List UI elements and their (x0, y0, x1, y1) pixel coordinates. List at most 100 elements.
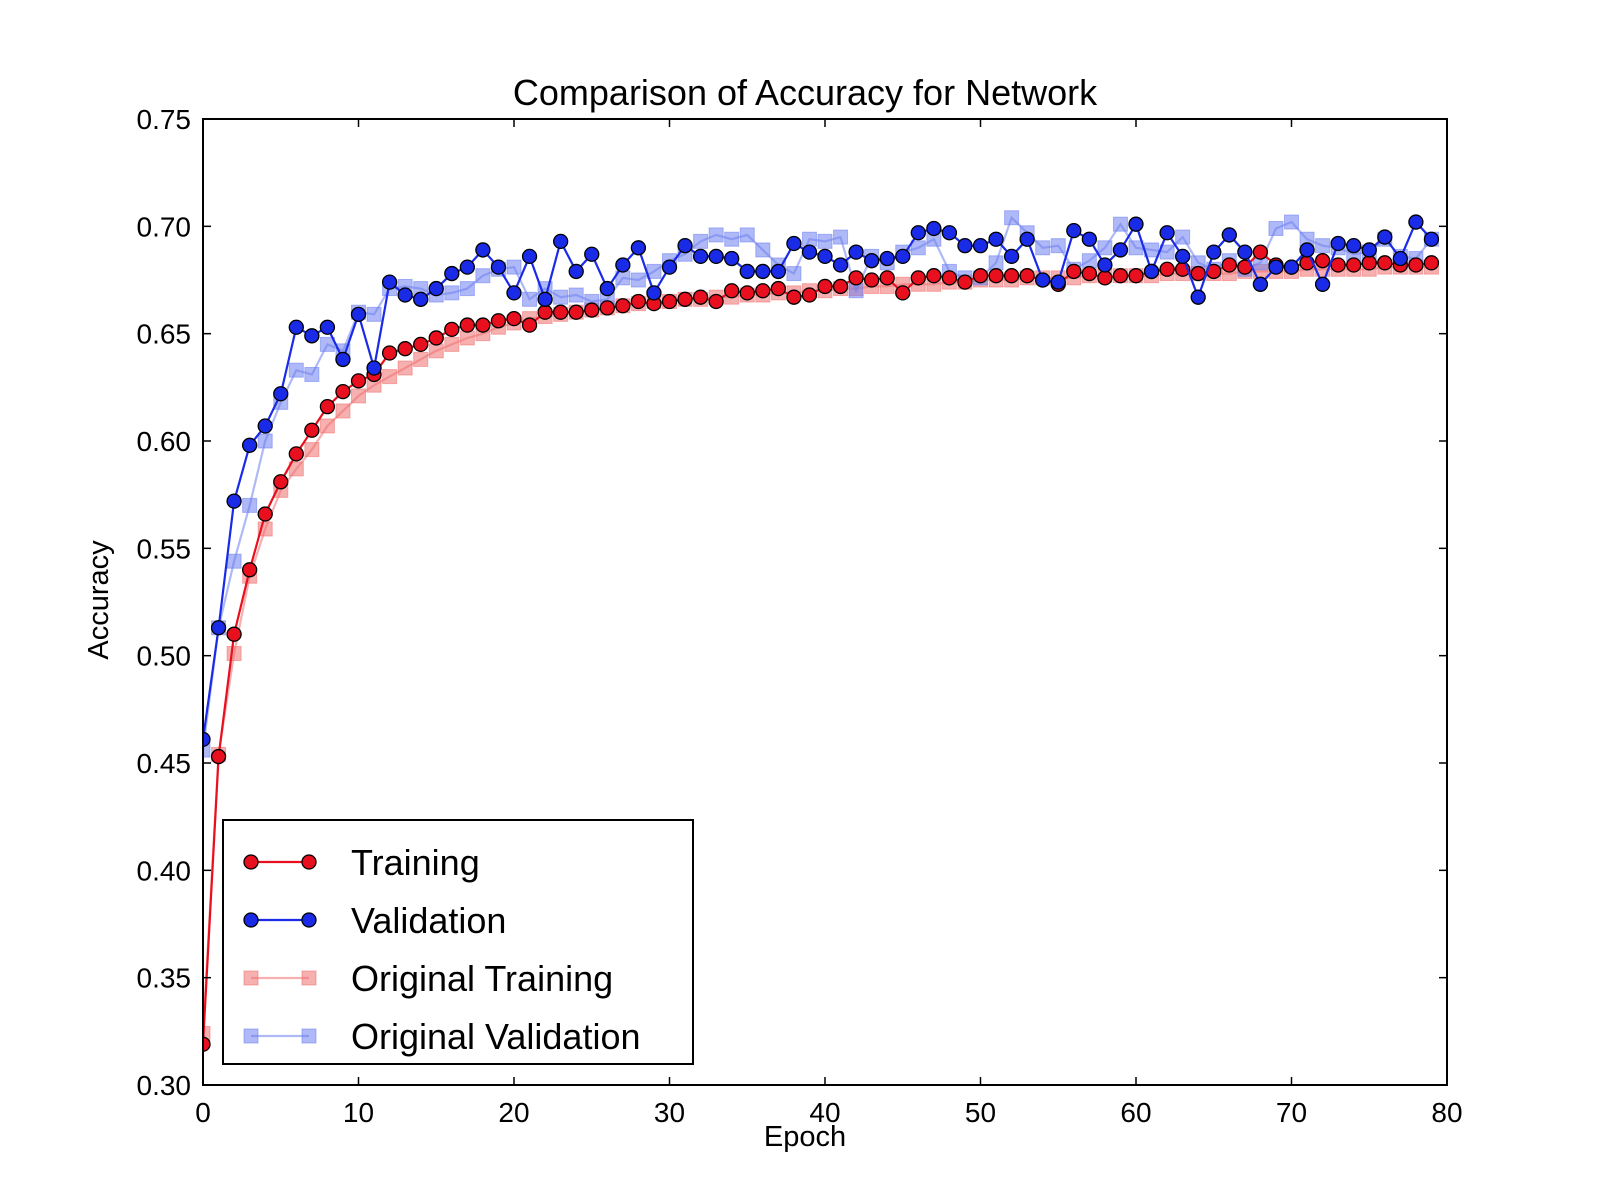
data-point-training-4 (257, 506, 273, 522)
chart-title: Comparison of Accuracy for Network (513, 72, 1098, 113)
data-point-validation-14 (413, 291, 429, 307)
data-point-validation-29 (646, 285, 662, 301)
data-point-validation-65 (1206, 244, 1222, 260)
data-point-validation-7 (304, 328, 320, 344)
data-point-original-validation-34 (724, 231, 740, 247)
data-point-training-57 (1081, 265, 1097, 282)
data-point-training-62 (1159, 261, 1175, 277)
data-point-training-34 (724, 283, 740, 299)
data-point-original-validation-55 (1050, 238, 1066, 254)
data-point-training-21 (521, 317, 538, 333)
data-point-validation-17 (459, 259, 476, 275)
data-point-original-training-13 (397, 360, 413, 376)
data-point-training-41 (832, 278, 849, 295)
data-point-validation-15 (428, 280, 444, 297)
data-point-training-1 (210, 748, 227, 765)
data-point-validation-2 (226, 493, 242, 509)
data-point-validation-35 (739, 263, 755, 280)
data-point-training-28 (630, 293, 647, 310)
data-point-original-validation-8 (319, 336, 335, 352)
data-point-original-validation-2 (226, 553, 242, 569)
data-point-validation-16 (444, 265, 460, 282)
data-point-original-validation-69 (1268, 220, 1284, 236)
data-point-validation-63 (1175, 248, 1191, 265)
series-validation (203, 214, 1440, 748)
data-point-training-56 (1066, 263, 1082, 280)
x-tick-label: 40 (809, 1097, 840, 1128)
data-point-validation-55 (1050, 274, 1066, 290)
data-point-training-8 (319, 399, 336, 415)
data-point-original-validation-3 (242, 497, 258, 513)
data-point-validation-58 (1097, 257, 1113, 273)
data-point-validation-61 (1143, 263, 1160, 280)
data-point-training-13 (397, 341, 413, 357)
data-point-validation-76 (1377, 229, 1393, 245)
data-point-training-32 (692, 289, 709, 305)
legend-swatch-marker (243, 912, 259, 928)
data-point-validation-1 (210, 620, 227, 636)
data-point-validation-72 (1314, 276, 1331, 292)
data-point-validation-52 (1003, 248, 1020, 265)
data-point-validation-11 (366, 360, 382, 376)
data-point-training-16 (444, 321, 460, 338)
data-point-original-validation-63 (1175, 229, 1191, 245)
data-point-training-43 (864, 272, 880, 288)
data-point-validation-20 (506, 285, 522, 301)
y-tick-label: 0.50 (137, 641, 192, 672)
data-point-validation-60 (1128, 216, 1144, 232)
data-point-validation-44 (879, 250, 895, 267)
data-point-original-training-9 (335, 403, 351, 419)
y-tick-label: 0.30 (137, 1070, 192, 1101)
data-point-original-training-12 (382, 369, 398, 385)
data-point-training-10 (350, 373, 367, 389)
data-point-validation-34 (724, 250, 740, 267)
data-point-original-validation-54 (1035, 240, 1051, 256)
data-point-training-35 (739, 285, 755, 301)
data-point-training-6 (288, 446, 304, 462)
data-point-training-75 (1361, 255, 1377, 271)
data-point-validation-70 (1283, 259, 1300, 275)
data-point-training-22 (537, 304, 553, 320)
data-point-validation-5 (273, 386, 289, 402)
data-point-validation-69 (1268, 259, 1284, 275)
data-point-original-validation-32 (693, 233, 709, 249)
series-original-validation (203, 210, 1439, 758)
x-tick-label: 10 (343, 1097, 374, 1128)
data-point-training-12 (381, 345, 398, 361)
data-point-training-25 (584, 302, 600, 318)
y-tick-label: 0.55 (137, 533, 192, 564)
data-point-validation-53 (1019, 231, 1035, 247)
data-point-validation-23 (553, 233, 569, 250)
data-point-original-validation-0 (203, 742, 211, 758)
y-tick-label: 0.75 (137, 104, 192, 135)
data-point-validation-32 (692, 248, 709, 265)
data-point-validation-43 (864, 253, 880, 269)
data-point-training-66 (1221, 257, 1237, 273)
data-point-validation-41 (832, 257, 849, 273)
data-point-validation-42 (848, 244, 864, 260)
data-point-validation-78 (1408, 214, 1424, 230)
data-point-original-validation-6 (288, 362, 304, 378)
legend-item-validation: Validation (243, 900, 506, 941)
data-point-validation-22 (537, 291, 553, 307)
y-tick-label: 0.35 (137, 963, 192, 994)
data-point-original-validation-46 (910, 240, 926, 256)
data-point-validation-31 (677, 238, 693, 254)
data-point-validation-9 (335, 351, 351, 368)
data-point-training-36 (755, 283, 771, 299)
data-point-training-3 (241, 562, 258, 578)
data-point-validation-57 (1081, 231, 1097, 247)
data-point-training-42 (848, 270, 864, 286)
data-point-training-31 (677, 291, 693, 307)
data-point-validation-74 (1346, 238, 1362, 254)
data-point-training-30 (661, 293, 678, 310)
data-point-training-47 (926, 268, 942, 284)
legend-swatch-marker (301, 854, 317, 870)
axes: 0 10 20 30 40 50 60 70 80 0.30 0.35 0.40 0.45 0.50 0.5… (137, 104, 1463, 1128)
data-point-validation-27 (615, 257, 631, 273)
data-point-training-79 (1423, 255, 1440, 271)
data-point-validation-40 (817, 248, 833, 265)
data-point-original-validation-42 (848, 283, 864, 299)
legend-swatch-marker (243, 854, 259, 870)
